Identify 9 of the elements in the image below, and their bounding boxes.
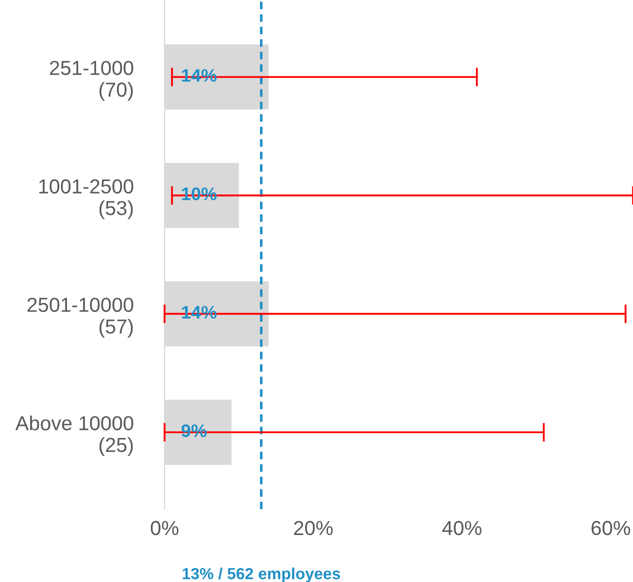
y-tick-label: Above 10000 (25) [15, 416, 134, 456]
x-tick-label: 20% [294, 520, 333, 536]
x-tick-label: 60% [592, 520, 630, 536]
x-tick-label: 0% [150, 520, 178, 536]
y-tick-label: 1001-2500 (53) [39, 179, 134, 220]
y-tick-label: 251-1000 (70) [50, 60, 134, 101]
y-tick-label: 2501-10000 (57) [28, 298, 134, 338]
x-tick-label: 40% [442, 520, 482, 536]
ref-line-label: 13% / 562 employees [182, 568, 340, 582]
